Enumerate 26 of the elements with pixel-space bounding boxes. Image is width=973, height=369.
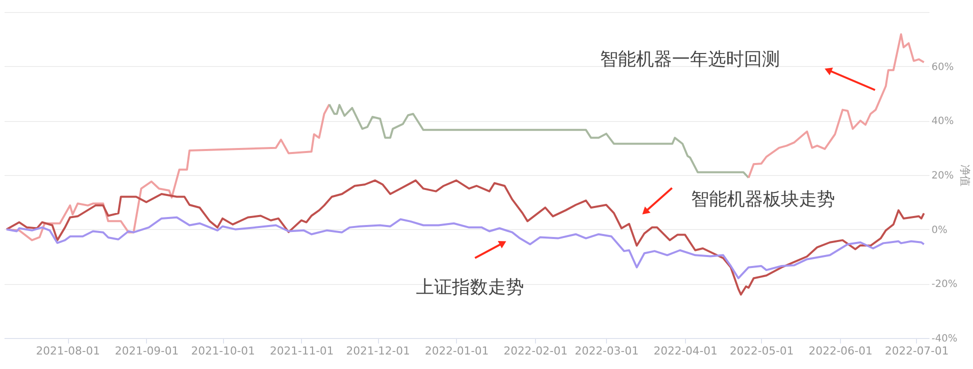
- annotation: 上证指数走势: [416, 277, 524, 298]
- annotation: 智能机器板块走势: [691, 189, 835, 210]
- x-tick-label: 2021-10-01: [191, 344, 256, 358]
- x-tick-label: 2022-07-01: [884, 344, 949, 358]
- line-series: [328, 103, 750, 179]
- y-tick-label: 60%: [932, 62, 954, 73]
- x-tick-label: 2021-12-01: [346, 344, 410, 358]
- y-axis-title: 净值: [958, 164, 972, 186]
- x-tick-label: 2021-11-01: [270, 344, 334, 358]
- x-tick-label: 2022-04-01: [654, 344, 718, 358]
- x-tick-label: 2022-05-01: [730, 344, 794, 358]
- x-tick-label: 2022-06-01: [808, 344, 873, 358]
- y-tick-label: -20%: [932, 279, 958, 290]
- y-tick-label: -40%: [932, 334, 958, 344]
- y-tick-label: 20%: [932, 170, 954, 182]
- y-tick-label: 0%: [932, 224, 948, 236]
- x-tick-label: 2022-03-01: [574, 344, 639, 358]
- x-tick-label: 2022-02-01: [504, 344, 568, 358]
- x-tick-label: 2022-01-01: [424, 344, 489, 358]
- y-tick-label: 40%: [932, 116, 954, 128]
- x-tick-label: 2021-08-01: [36, 344, 100, 358]
- x-tick-label: 2021-09-01: [114, 344, 179, 358]
- annotation: 智能机器一年选时回测: [600, 49, 780, 70]
- line-series: [6, 179, 925, 296]
- line-series: [748, 33, 925, 179]
- line-series: [6, 216, 925, 280]
